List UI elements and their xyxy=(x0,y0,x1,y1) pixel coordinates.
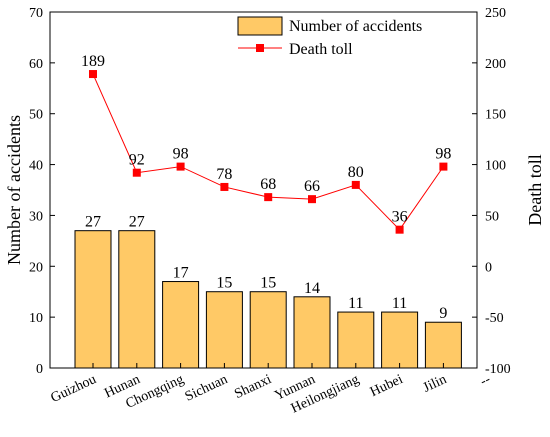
y-tick-label-right-100: 100 xyxy=(485,159,506,174)
legend-label-death-toll: Death toll xyxy=(289,41,353,58)
bar-label-yunnan: 14 xyxy=(304,280,320,297)
x-tick-label-shanxi: Shanxi xyxy=(232,372,274,402)
death-toll-label-chongqing: 98 xyxy=(173,146,189,163)
bar-label-shanxi: 15 xyxy=(260,275,276,292)
bar-chongqing xyxy=(162,281,200,369)
bar-label-jilin: 9 xyxy=(439,305,447,322)
y-tick-label-left-70: 70 xyxy=(29,6,43,21)
death-toll-label-hunan: 92 xyxy=(129,152,145,169)
death-toll-label-heilongjiang: 80 xyxy=(348,164,364,181)
x-tick-label-sichuan: Sichuan xyxy=(183,372,230,405)
bar-sichuan xyxy=(205,291,243,369)
bar-guizhou xyxy=(74,230,112,369)
bar-shanxi xyxy=(249,291,287,369)
death-toll-point-jilin xyxy=(439,162,448,171)
death-toll-point-sichuan xyxy=(220,182,229,191)
legend-label-accidents: Number of accidents xyxy=(289,18,422,35)
bar-jilin xyxy=(424,321,462,369)
death-toll-label-guizhou: 189 xyxy=(81,53,105,70)
death-toll-point-yunnan xyxy=(308,195,316,204)
y-tick-label-left-10: 10 xyxy=(29,311,43,326)
bar-yunnan xyxy=(293,296,331,369)
y-tick-label-left-50: 50 xyxy=(29,108,43,123)
y-axis-title-left: Number of accidents xyxy=(4,115,24,265)
death-toll-line xyxy=(92,73,444,231)
x-tick-label-guizhou: Guizhou xyxy=(49,372,99,406)
y-tick-label-right--50: -50 xyxy=(485,311,504,326)
legend: Number of accidents Death toll xyxy=(237,16,422,58)
death-toll-point-hunan xyxy=(132,168,141,177)
bar-label-guizhou: 27 xyxy=(85,214,101,231)
y-tick-label-left-60: 60 xyxy=(29,57,43,72)
death-toll-point-heilongjiang xyxy=(351,180,360,189)
death-toll-label-sichuan: 78 xyxy=(216,166,232,183)
x-tick-label-hubei: Hubei xyxy=(368,372,405,400)
death-toll-label-hubei: 36 xyxy=(392,209,408,226)
bar-label-hubei: 11 xyxy=(392,295,407,312)
x-tick-label-jilin: Jilin xyxy=(421,372,449,396)
death-toll-point-shanxi xyxy=(264,193,273,202)
y-tick-label-left-30: 30 xyxy=(29,209,43,224)
bar-label-chongqing: 17 xyxy=(173,265,189,282)
death-toll-label-jilin: 98 xyxy=(435,146,451,163)
bar-heilongjiang xyxy=(337,311,375,369)
bar-label-sichuan: 15 xyxy=(216,275,232,292)
death-toll-point-hubei xyxy=(395,225,404,234)
y-tick-label-right-150: 150 xyxy=(485,108,506,123)
bar-hubei xyxy=(381,311,419,369)
legend-swatch-bar xyxy=(237,16,283,36)
bar-label-hunan: 27 xyxy=(129,214,145,231)
y-axis-title-right: Death toll xyxy=(525,154,545,225)
y-tick-label-right-250: 250 xyxy=(485,6,506,21)
y-tick-label-left-20: 20 xyxy=(29,260,43,275)
legend-swatch-marker xyxy=(256,44,264,52)
y-tick-label-right-200: 200 xyxy=(485,57,506,72)
death-toll-label-shanxi: 68 xyxy=(260,176,276,193)
bar-hunan xyxy=(118,230,156,369)
y-tick-label-right-50: 50 xyxy=(485,209,499,224)
death-toll-point-guizhou xyxy=(89,70,97,79)
death-toll-point-chongqing xyxy=(176,162,185,171)
y-tick-label-left-0: 0 xyxy=(36,362,43,377)
y-tick-label-right--100: -100 xyxy=(485,362,511,377)
death-toll-label-yunnan: 66 xyxy=(304,178,320,195)
y-tick-label-left-40: 40 xyxy=(29,159,43,174)
bar-label-heilongjiang: 11 xyxy=(348,295,363,312)
y-tick-label-right-0: 0 xyxy=(485,260,492,275)
